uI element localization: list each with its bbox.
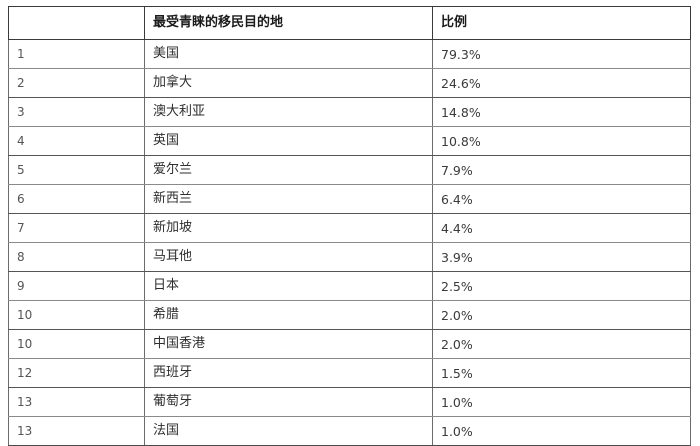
cell-rank: 7 bbox=[8, 213, 145, 243]
table-row: 13 法国 1.0% bbox=[8, 416, 691, 446]
table-row: 3 澳大利亚 14.8% bbox=[8, 97, 691, 127]
table-row: 7 新加坡 4.4% bbox=[8, 213, 691, 243]
cell-rank: 6 bbox=[8, 184, 145, 214]
table-body: 1 美国 79.3% 2 加拿大 24.6% 3 澳大利亚 14.8% 4 英国 10.8% 5 爱尔兰 7… bbox=[8, 39, 691, 446]
cell-percentage: 7.9% bbox=[432, 155, 691, 185]
cell-destination: 法国 bbox=[144, 416, 433, 446]
cell-destination: 英国 bbox=[144, 126, 433, 156]
column-header-destination: 最受青睐的移民目的地 bbox=[144, 6, 433, 40]
cell-rank: 12 bbox=[8, 358, 145, 388]
table-container: 最受青睐的移民目的地 比例 1 美国 79.3% 2 加拿大 24.6% 3 澳大利亚 14.8… bbox=[8, 6, 691, 446]
column-header-percentage: 比例 bbox=[432, 6, 691, 40]
cell-percentage: 10.8% bbox=[432, 126, 691, 156]
cell-percentage: 79.3% bbox=[432, 39, 691, 69]
cell-destination: 葡萄牙 bbox=[144, 387, 433, 417]
cell-percentage: 2.0% bbox=[432, 329, 691, 359]
cell-rank: 13 bbox=[8, 416, 145, 446]
cell-destination: 日本 bbox=[144, 271, 433, 301]
migration-destinations-table: 最受青睐的移民目的地 比例 1 美国 79.3% 2 加拿大 24.6% 3 澳大利亚 14.8… bbox=[8, 6, 691, 446]
table-row: 8 马耳他 3.9% bbox=[8, 242, 691, 272]
cell-percentage: 2.5% bbox=[432, 271, 691, 301]
cell-destination: 爱尔兰 bbox=[144, 155, 433, 185]
cell-destination: 加拿大 bbox=[144, 68, 433, 98]
table-row: 12 西班牙 1.5% bbox=[8, 358, 691, 388]
cell-rank: 5 bbox=[8, 155, 145, 185]
table-row: 5 爱尔兰 7.9% bbox=[8, 155, 691, 185]
cell-rank: 10 bbox=[8, 329, 145, 359]
cell-destination: 希腊 bbox=[144, 300, 433, 330]
cell-percentage: 4.4% bbox=[432, 213, 691, 243]
cell-percentage: 1.5% bbox=[432, 358, 691, 388]
column-header-rank bbox=[8, 6, 145, 40]
cell-percentage: 14.8% bbox=[432, 97, 691, 127]
table-row: 10 中国香港 2.0% bbox=[8, 329, 691, 359]
cell-destination: 西班牙 bbox=[144, 358, 433, 388]
header-row: 最受青睐的移民目的地 比例 bbox=[8, 6, 691, 40]
cell-percentage: 3.9% bbox=[432, 242, 691, 272]
cell-destination: 中国香港 bbox=[144, 329, 433, 359]
table-row: 2 加拿大 24.6% bbox=[8, 68, 691, 98]
table-row: 9 日本 2.5% bbox=[8, 271, 691, 301]
cell-rank: 9 bbox=[8, 271, 145, 301]
cell-rank: 1 bbox=[8, 39, 145, 69]
cell-percentage: 6.4% bbox=[432, 184, 691, 214]
cell-rank: 8 bbox=[8, 242, 145, 272]
cell-rank: 2 bbox=[8, 68, 145, 98]
cell-rank: 10 bbox=[8, 300, 145, 330]
cell-destination: 新加坡 bbox=[144, 213, 433, 243]
cell-destination: 美国 bbox=[144, 39, 433, 69]
cell-percentage: 24.6% bbox=[432, 68, 691, 98]
cell-destination: 新西兰 bbox=[144, 184, 433, 214]
table-row: 10 希腊 2.0% bbox=[8, 300, 691, 330]
table-row: 1 美国 79.3% bbox=[8, 39, 691, 69]
table-row: 13 葡萄牙 1.0% bbox=[8, 387, 691, 417]
cell-destination: 马耳他 bbox=[144, 242, 433, 272]
page-root: 最受青睐的移民目的地 比例 1 美国 79.3% 2 加拿大 24.6% 3 澳大利亚 14.8… bbox=[8, 6, 691, 446]
table-header: 最受青睐的移民目的地 比例 bbox=[8, 6, 691, 40]
cell-percentage: 2.0% bbox=[432, 300, 691, 330]
table-row: 6 新西兰 6.4% bbox=[8, 184, 691, 214]
cell-destination: 澳大利亚 bbox=[144, 97, 433, 127]
cell-rank: 4 bbox=[8, 126, 145, 156]
cell-percentage: 1.0% bbox=[432, 387, 691, 417]
cell-percentage: 1.0% bbox=[432, 416, 691, 446]
cell-rank: 13 bbox=[8, 387, 145, 417]
table-row: 4 英国 10.8% bbox=[8, 126, 691, 156]
cell-rank: 3 bbox=[8, 97, 145, 127]
